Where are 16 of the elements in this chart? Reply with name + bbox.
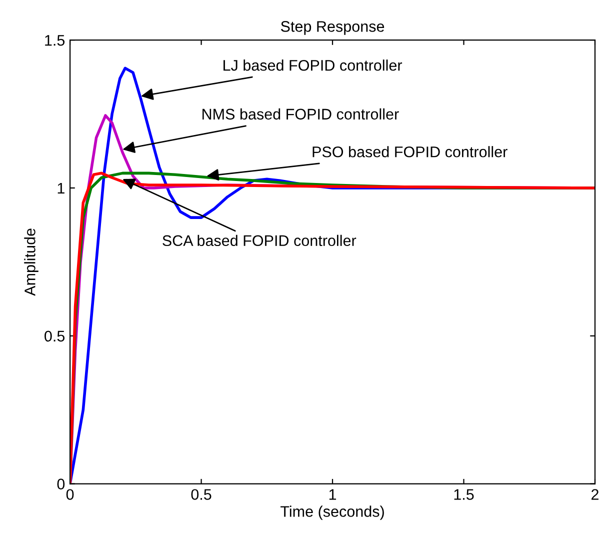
y-tick-label: 0	[57, 478, 65, 490]
annotation: LJ based FOPID controller	[224, 60, 402, 71]
x-tick-label: 1.5	[454, 489, 474, 500]
annotation: PSO based FOPID controller	[312, 146, 508, 158]
x-tick-label: 1	[329, 489, 336, 500]
x-tick-label: 2	[592, 489, 598, 500]
y-tick-label: 0.5	[44, 330, 65, 342]
y-tick-label: 1	[58, 182, 64, 194]
x-tick-label: 0.5	[191, 489, 212, 500]
annotation: NMS based FOPID controller	[202, 108, 399, 120]
annotation: SCA based FOPID controller	[162, 234, 356, 246]
chart-title: Step Response	[280, 21, 384, 35]
x-axis-title: Time (seconds)	[280, 506, 384, 520]
y-axis-title: Amplitude	[24, 228, 38, 296]
x-tick-label: 0	[66, 489, 74, 500]
y-tick-label: 1.5	[45, 35, 65, 46]
